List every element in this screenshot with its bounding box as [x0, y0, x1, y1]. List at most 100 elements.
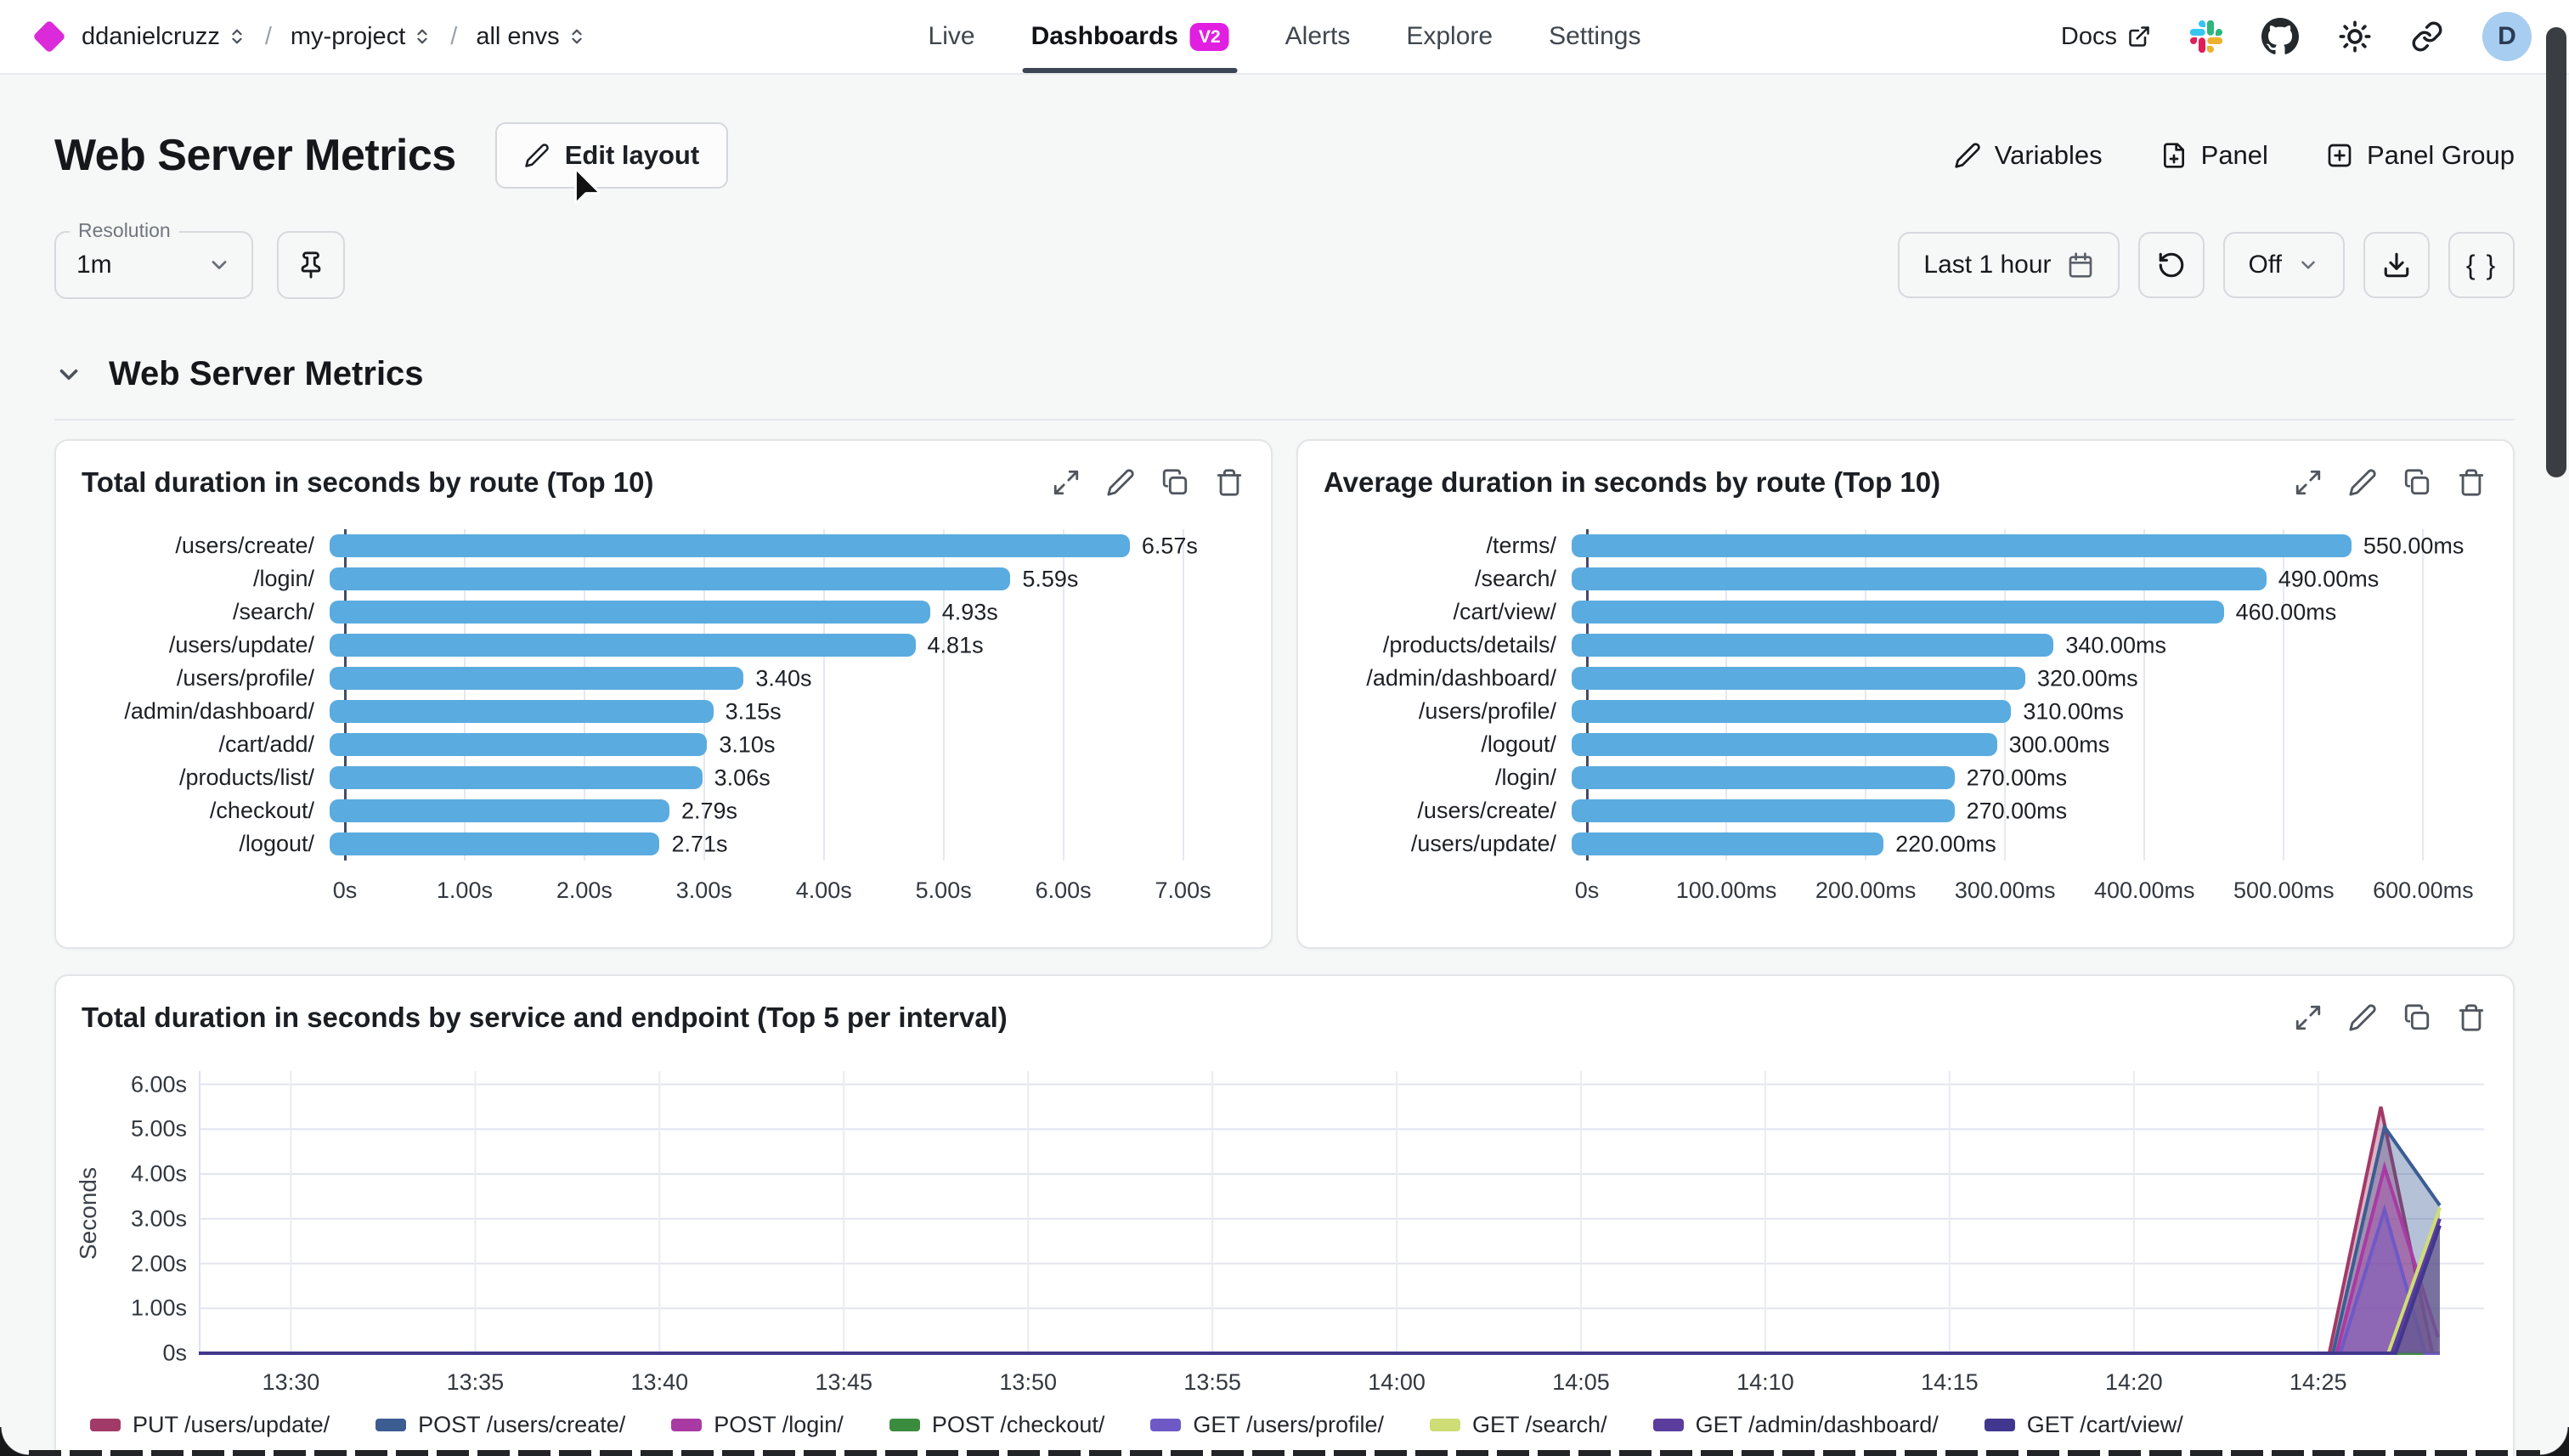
category-label: /search/	[1474, 566, 1556, 591]
variables-button[interactable]: Variables	[1954, 140, 2103, 171]
add-panel-group-button[interactable]: Panel Group	[2326, 140, 2515, 171]
delete-icon[interactable]	[1215, 468, 1244, 497]
value-label: 340.00ms	[2065, 632, 2166, 657]
time-range-button[interactable]: Last 1 hour	[1898, 232, 2120, 298]
bar[interactable]	[330, 733, 708, 756]
category-label: /admin/dashboard/	[1366, 665, 1556, 691]
legend-item[interactable]: GET /admin/dashboard/	[1652, 1412, 1939, 1438]
legend-item[interactable]: POST /checkout/	[889, 1412, 1104, 1438]
category-label: /login/	[1494, 765, 1556, 790]
bar[interactable]	[330, 534, 1130, 557]
bar[interactable]	[1572, 766, 1955, 789]
bar[interactable]	[330, 601, 930, 624]
bar[interactable]	[330, 667, 744, 690]
window-bottom-edge	[29, 1450, 2540, 1456]
edit-icon[interactable]	[1106, 468, 1135, 497]
share-link-icon[interactable]	[2411, 20, 2443, 53]
bar[interactable]	[330, 799, 669, 822]
expand-icon[interactable]	[2294, 1003, 2323, 1032]
tab-live[interactable]: Live	[928, 22, 975, 50]
bar[interactable]	[1572, 733, 1997, 756]
scrollbar-thumb[interactable]	[2546, 27, 2566, 477]
section-collapse-chevron-icon[interactable]	[54, 360, 83, 389]
edit-icon[interactable]	[2348, 468, 2377, 497]
expand-icon[interactable]	[1052, 468, 1081, 497]
x-axis-tick-label: 300.00ms	[1954, 878, 2056, 903]
edit-icon[interactable]	[2348, 1003, 2377, 1032]
delete-icon[interactable]	[2457, 1003, 2486, 1032]
bar[interactable]	[1572, 634, 2054, 657]
category-label: /users/profile/	[1418, 698, 1556, 724]
bar[interactable]	[330, 832, 660, 855]
duplicate-icon[interactable]	[2402, 1003, 2431, 1032]
project-selector[interactable]: my-project	[291, 23, 432, 51]
download-button[interactable]	[2363, 232, 2430, 298]
duplicate-icon[interactable]	[1160, 468, 1189, 497]
duplicate-icon[interactable]	[2402, 468, 2431, 497]
tab-settings[interactable]: Settings	[1549, 22, 1641, 50]
v2-badge: V2	[1189, 22, 1229, 51]
bar[interactable]	[1572, 700, 2012, 723]
bar-track: 550.00ms	[1572, 533, 2479, 558]
legend-item[interactable]: POST /users/create/	[375, 1412, 625, 1438]
bar[interactable]	[1572, 667, 2025, 690]
category-label: /products/list/	[178, 765, 314, 790]
download-icon	[2384, 252, 2409, 278]
series-line	[199, 1218, 2442, 1355]
y-axis-tick-label: 6.00s	[130, 1071, 187, 1098]
delete-icon[interactable]	[2457, 468, 2486, 497]
json-view-button[interactable]: { }	[2448, 232, 2515, 298]
legend-item[interactable]: PUT /users/update/	[90, 1412, 330, 1438]
pin-resolution-button[interactable]	[277, 231, 345, 299]
legend-item[interactable]: GET /users/profile/	[1150, 1412, 1384, 1438]
bar-track: 2.71s	[330, 831, 1237, 856]
auto-refresh-select[interactable]: Off	[2222, 232, 2345, 298]
user-avatar[interactable]: D	[2482, 12, 2532, 61]
legend-label: GET /cart/view/	[2026, 1412, 2183, 1437]
chevron-down-icon	[212, 261, 227, 269]
legend-swatch	[90, 1419, 121, 1431]
theme-sun-icon[interactable]	[2338, 20, 2372, 54]
refresh-button[interactable]	[2137, 232, 2205, 298]
add-panel-button[interactable]: Panel	[2160, 140, 2268, 171]
bar[interactable]	[1572, 534, 2352, 557]
bar[interactable]	[1572, 567, 2267, 590]
legend-item[interactable]: GET /cart/view/	[1984, 1412, 2183, 1438]
bar-row: /admin/dashboard/320.00ms	[1324, 662, 2487, 695]
value-label: 6.57s	[1141, 533, 1198, 558]
env-selector[interactable]: all envs	[476, 23, 585, 51]
brand-logo-icon[interactable]	[32, 20, 66, 54]
docs-link[interactable]: Docs	[2061, 23, 2151, 51]
bar-row: /users/update/220.00ms	[1324, 827, 2487, 861]
bar[interactable]	[1572, 601, 2224, 624]
bar[interactable]	[330, 766, 703, 789]
org-selector[interactable]: ddanielcruzz	[82, 23, 246, 51]
x-axis-tick-label: 1.00s	[436, 878, 493, 903]
legend-swatch	[1984, 1419, 2015, 1431]
resolution-select[interactable]: Resolution 1m	[54, 219, 253, 299]
legend-item[interactable]: POST /login/	[671, 1412, 844, 1438]
bar-track: 340.00ms	[1572, 632, 2479, 657]
bar-row: /terms/550.00ms	[1324, 529, 2487, 562]
edit-layout-button[interactable]: Edit layout	[494, 122, 729, 189]
expand-icon[interactable]	[2294, 468, 2323, 497]
tab-dashboards[interactable]: Dashboards V2	[1022, 0, 1238, 73]
gridline	[1182, 529, 1184, 861]
value-label: 5.59s	[1022, 566, 1079, 591]
slack-icon[interactable]	[2190, 20, 2222, 53]
bar[interactable]	[1572, 832, 1884, 855]
bar[interactable]	[330, 700, 714, 723]
bar[interactable]	[330, 634, 916, 657]
bar[interactable]	[330, 567, 1011, 590]
github-icon[interactable]	[2261, 18, 2299, 55]
bar-row: /logout/300.00ms	[1324, 728, 2487, 761]
bar[interactable]	[1572, 799, 1955, 822]
tab-alerts[interactable]: Alerts	[1284, 22, 1351, 50]
section-title: Web Server Metrics	[109, 355, 424, 392]
legend-item[interactable]: GET /search/	[1430, 1412, 1607, 1438]
tab-explore[interactable]: Explore	[1406, 22, 1493, 50]
value-label: 2.79s	[680, 798, 738, 823]
series-area	[199, 1106, 2433, 1353]
value-label: 460.00ms	[2235, 599, 2337, 624]
time-series-chart: Seconds 0s 1.00s 2.00s 3.00s 4.00s 5.00s 6.00s…	[56, 1041, 2513, 1398]
